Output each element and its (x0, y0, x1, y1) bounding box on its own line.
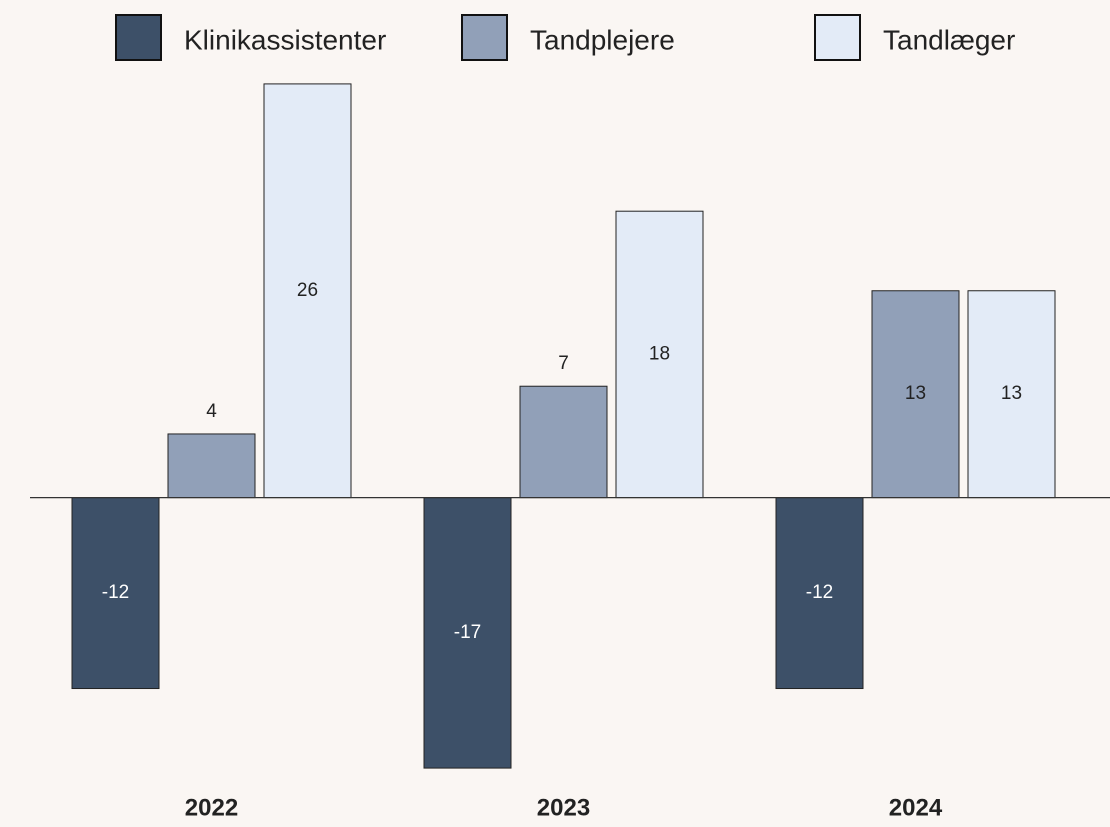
bar (871, 290, 960, 499)
data-label: 7 (558, 353, 569, 374)
x-tick-label: 2022 (185, 794, 238, 821)
legend-label: Tandlæger (883, 24, 1015, 55)
data-label: -17 (454, 622, 481, 643)
bar (263, 83, 352, 499)
data-label: 4 (206, 401, 217, 422)
legend-swatch (115, 14, 162, 61)
data-label: 26 (297, 280, 318, 301)
data-label: 13 (1001, 383, 1022, 404)
data-label: 13 (905, 383, 926, 404)
data-label: -12 (102, 582, 129, 603)
data-label: 18 (649, 343, 670, 364)
legend-swatch (814, 14, 861, 61)
x-tick-label: 2024 (889, 794, 943, 821)
legend-label: Tandplejere (530, 24, 675, 55)
data-label: -12 (806, 582, 833, 603)
bar (775, 497, 864, 690)
bar (71, 497, 160, 690)
bar (167, 433, 256, 499)
legend-swatch (461, 14, 508, 61)
bar (519, 385, 608, 499)
x-tick-label: 2023 (537, 794, 590, 821)
legend-label: Klinikassistenter (184, 24, 386, 55)
bar (615, 210, 704, 499)
